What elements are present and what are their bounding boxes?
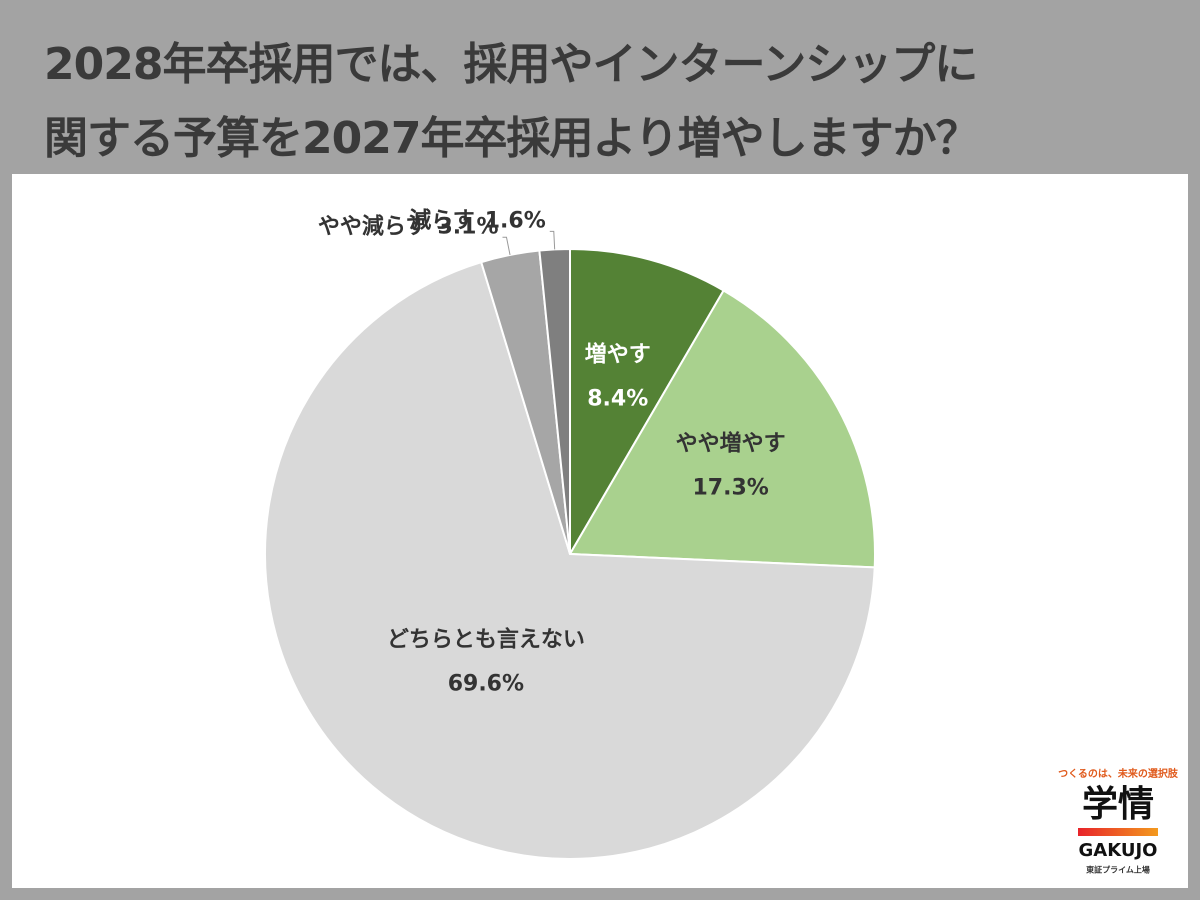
title-line: 2028年卒採用では、採用やインターンシップに: [44, 39, 978, 90]
pie-slice: [568, 289, 876, 569]
slice-category: 減らす: [409, 208, 475, 233]
slice-category: 増やす: [585, 341, 651, 367]
slice-value: 17.3%: [692, 475, 768, 500]
pie-slice: [264, 260, 876, 860]
slice-value: 8.4%: [587, 386, 648, 411]
logo-latin: GAKUJO: [1079, 840, 1158, 861]
title-line: 関する予算を2027年卒採用より増やしますか？: [44, 113, 980, 164]
slice-value: 3.1%: [437, 214, 498, 239]
slice-category: やや減らす: [318, 214, 428, 239]
slice-category: やや増やす: [676, 430, 786, 456]
logo-note: 東証プライム上場: [1086, 865, 1150, 875]
leader-line: [502, 236, 511, 256]
pie-slice: [569, 247, 725, 558]
leader-line: [549, 230, 556, 250]
slice-value: 69.6%: [448, 671, 524, 696]
logo-bar: [1078, 828, 1158, 836]
pie-slice: [538, 247, 571, 555]
slice-value: 1.6%: [485, 208, 546, 233]
logo-tagline: つくるのは、未来の選択肢: [1058, 767, 1179, 780]
logo-name: 学情: [1082, 783, 1154, 825]
slice-category: どちらとも言えない: [387, 626, 585, 652]
